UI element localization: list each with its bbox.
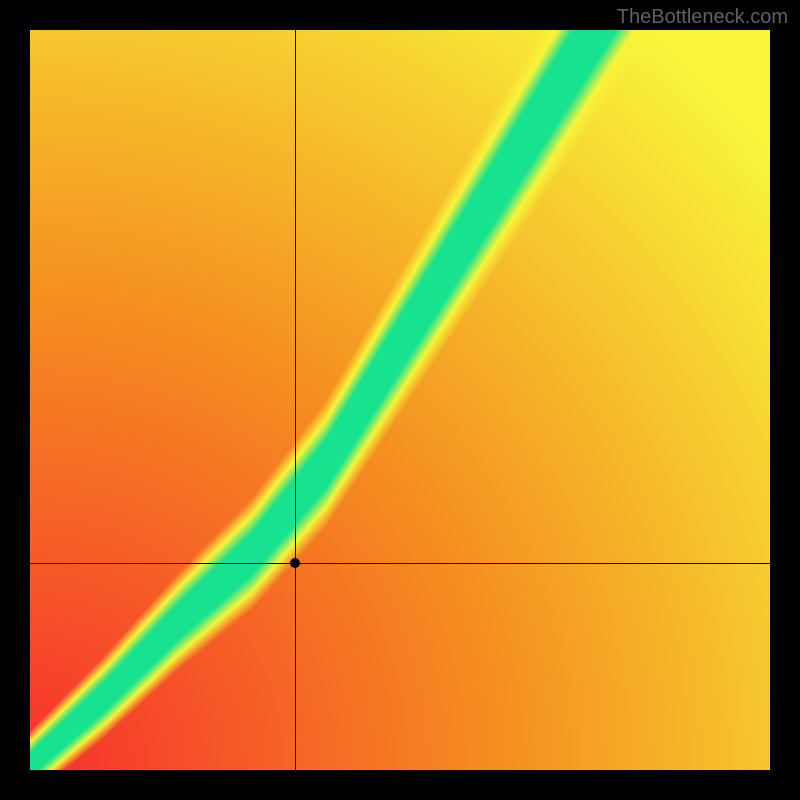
crosshair-vertical: [295, 30, 296, 770]
watermark-text: TheBottleneck.com: [617, 6, 788, 29]
chart-container: TheBottleneck.com: [0, 0, 800, 800]
heatmap-canvas: [30, 30, 770, 770]
plot-area: [30, 30, 770, 770]
crosshair-horizontal: [30, 563, 770, 564]
marker-dot: [290, 558, 300, 568]
